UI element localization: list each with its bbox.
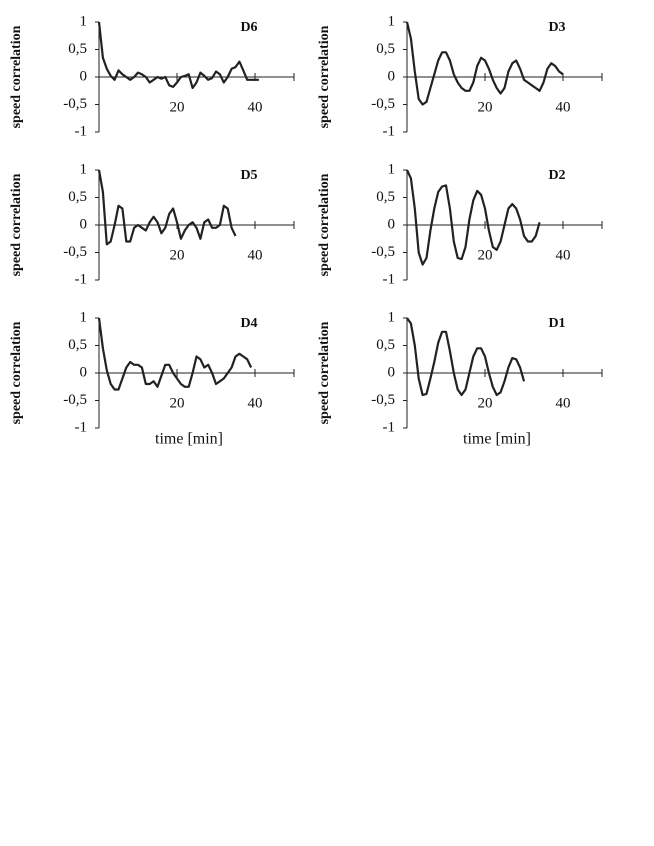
y-tick-label: 0,5 bbox=[376, 189, 395, 205]
y-tick-label: 0 bbox=[388, 68, 396, 84]
panel-label: D5 bbox=[240, 168, 257, 183]
panel-label: D2 bbox=[548, 168, 565, 183]
data-line bbox=[406, 169, 541, 266]
y-tick-label: 1 bbox=[80, 309, 88, 325]
x-tick-label: 20 bbox=[478, 247, 493, 263]
data-line bbox=[97, 169, 237, 246]
x-tick-label: 40 bbox=[248, 247, 263, 263]
y-tick-label: 0 bbox=[80, 216, 88, 232]
y-tick-label: 1 bbox=[388, 161, 396, 177]
y-tick-label: 1 bbox=[80, 13, 88, 29]
panel-label: D4 bbox=[240, 316, 257, 331]
x-tick-label: 20 bbox=[170, 99, 185, 115]
x-tick-label: 40 bbox=[556, 99, 571, 115]
y-tick-label: 0 bbox=[388, 216, 396, 232]
y-tick-label: -1 bbox=[75, 123, 88, 139]
y-axis-label: speed correlation bbox=[317, 321, 332, 424]
x-tick-label: 20 bbox=[478, 395, 493, 411]
y-tick-label: -0,5 bbox=[371, 244, 395, 260]
y-tick-label: -1 bbox=[383, 419, 396, 435]
y-tick-label: -1 bbox=[383, 123, 396, 139]
x-tick-label: 20 bbox=[478, 99, 493, 115]
y-tick-label: 0,5 bbox=[376, 337, 395, 353]
data-line bbox=[406, 317, 526, 397]
y-tick-label: 1 bbox=[388, 309, 396, 325]
x-tick-label: 40 bbox=[556, 247, 571, 263]
y-tick-label: -1 bbox=[75, 271, 88, 287]
x-tick-label: 40 bbox=[556, 395, 571, 411]
x-tick-label: 20 bbox=[170, 247, 185, 263]
y-axis-label: speed correlation bbox=[9, 321, 24, 424]
y-tick-label: 0 bbox=[80, 68, 88, 84]
y-tick-label: 0,5 bbox=[68, 41, 87, 57]
panel-label: D6 bbox=[240, 20, 257, 35]
x-axis-label: time [min] bbox=[463, 431, 531, 448]
x-axis-label: time [min] bbox=[155, 431, 223, 448]
x-tick-label: 40 bbox=[248, 395, 263, 411]
y-tick-label: 1 bbox=[80, 161, 88, 177]
x-tick-label: 40 bbox=[248, 99, 263, 115]
y-tick-label: 0,5 bbox=[68, 189, 87, 205]
y-tick-label: -0,5 bbox=[63, 392, 87, 408]
x-tick-label: 20 bbox=[170, 395, 185, 411]
data-line bbox=[97, 317, 253, 391]
y-tick-label: -1 bbox=[383, 271, 396, 287]
y-tick-label: 0,5 bbox=[376, 41, 395, 57]
y-tick-label: 0,5 bbox=[68, 337, 87, 353]
y-tick-label: -0,5 bbox=[63, 244, 87, 260]
y-tick-label: 0 bbox=[80, 364, 88, 380]
y-tick-label: -0,5 bbox=[371, 96, 395, 112]
y-tick-label: -0,5 bbox=[63, 96, 87, 112]
y-tick-label: 0 bbox=[388, 364, 396, 380]
y-axis-label: speed correlation bbox=[9, 25, 24, 128]
y-tick-label: -1 bbox=[75, 419, 88, 435]
y-axis-label: speed correlation bbox=[317, 173, 332, 276]
data-line bbox=[405, 21, 564, 106]
data-line bbox=[97, 21, 259, 90]
y-axis-label: speed correlation bbox=[317, 25, 332, 128]
panel-label: D3 bbox=[548, 20, 565, 35]
y-axis-label: speed correlation bbox=[9, 173, 24, 276]
y-tick-label: 1 bbox=[388, 13, 396, 29]
panel-label: D1 bbox=[548, 316, 565, 331]
y-tick-label: -0,5 bbox=[371, 392, 395, 408]
